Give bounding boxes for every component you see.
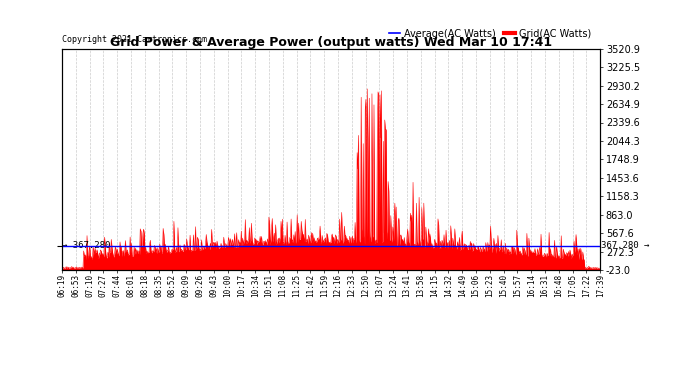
Title: Grid Power & Average Power (output watts) Wed Mar 10 17:41: Grid Power & Average Power (output watts… bbox=[110, 36, 552, 49]
Text: Copyright 2021 Cartronics.com: Copyright 2021 Cartronics.com bbox=[62, 35, 207, 44]
Legend: Average(AC Watts), Grid(AC Watts): Average(AC Watts), Grid(AC Watts) bbox=[385, 25, 595, 43]
Text: → 367.280: → 367.280 bbox=[61, 241, 110, 250]
Text: 367.280 →: 367.280 → bbox=[601, 241, 649, 250]
